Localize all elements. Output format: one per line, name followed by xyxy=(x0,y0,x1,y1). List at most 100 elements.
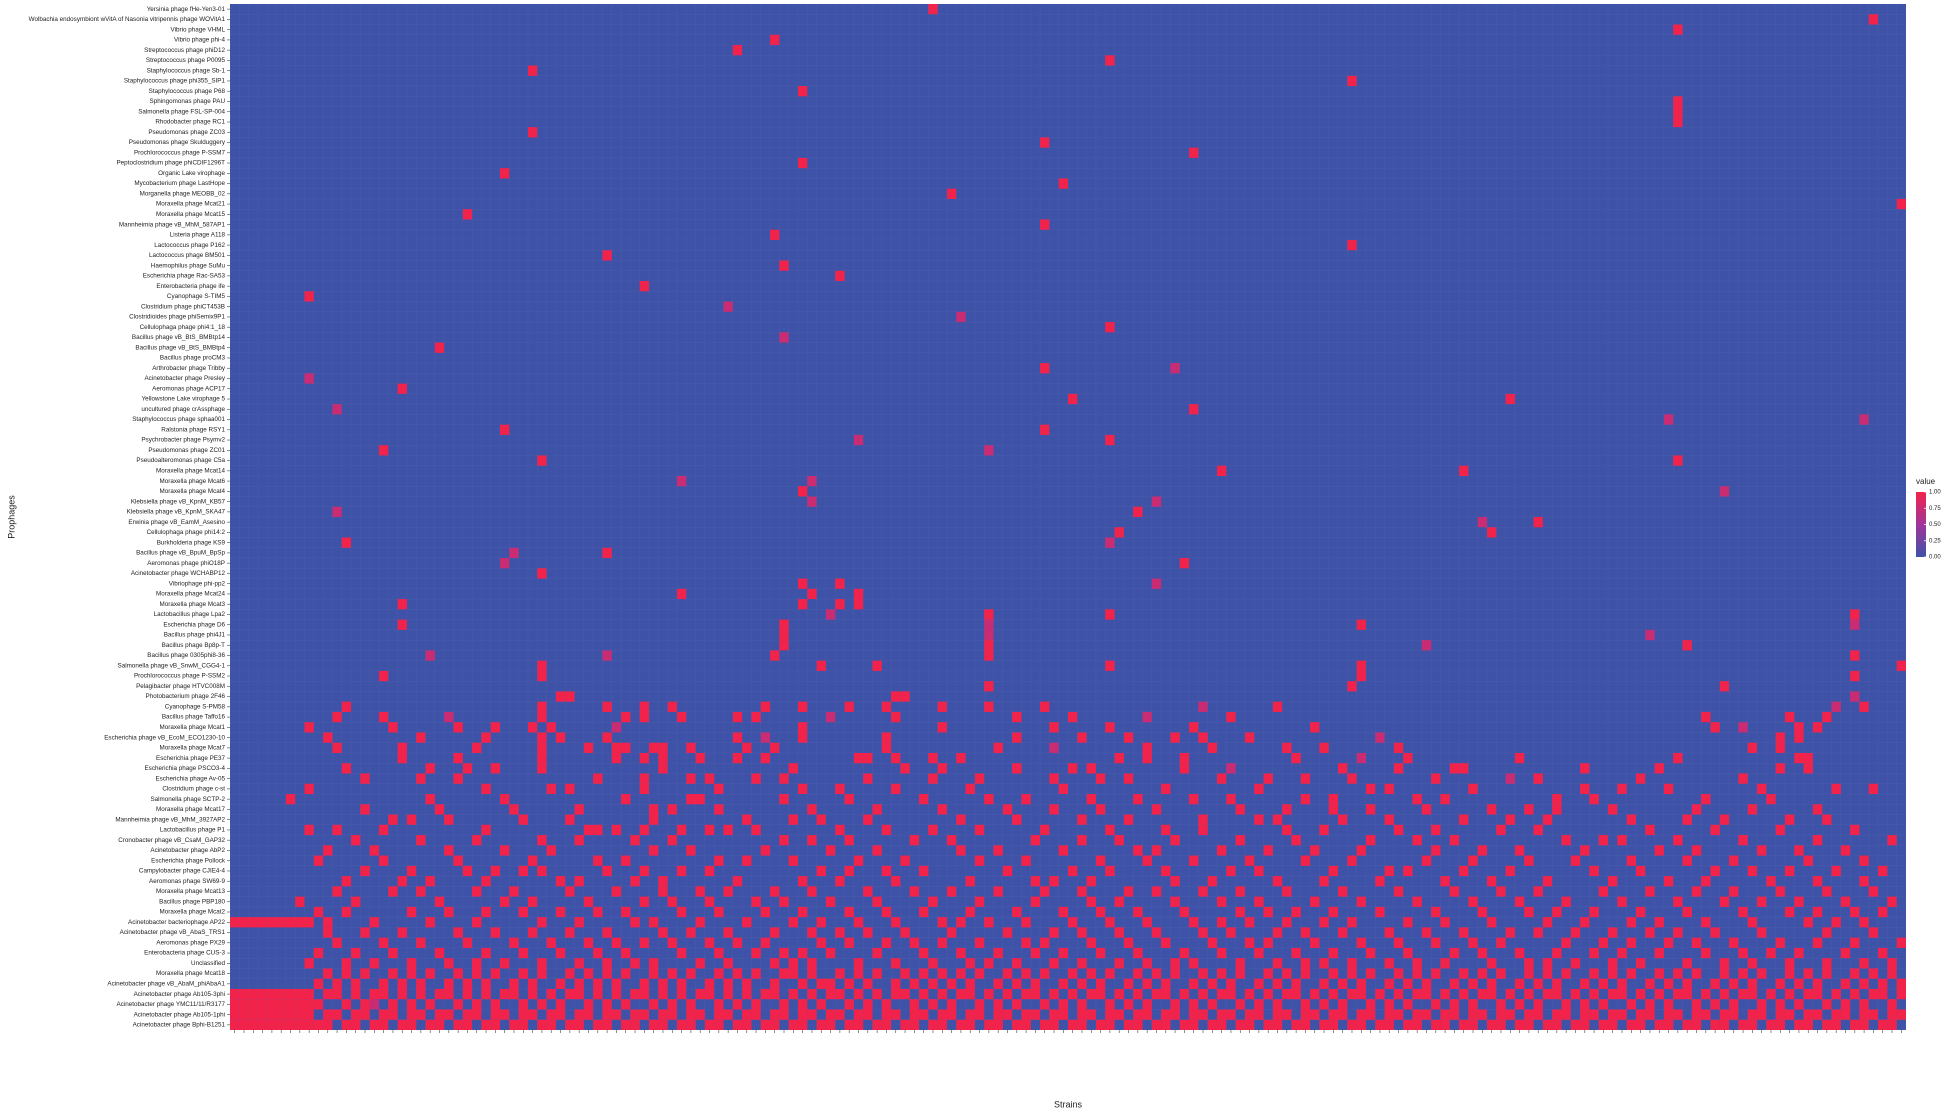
heatmap-cell xyxy=(1142,958,1152,969)
heatmap-cell xyxy=(1831,865,1841,877)
heatmap-cell xyxy=(919,794,929,805)
heatmap-cell xyxy=(993,947,1003,959)
heatmap-cell xyxy=(509,886,519,897)
heatmap-cell xyxy=(797,906,808,918)
heatmap-cell xyxy=(388,1009,398,1020)
heatmap-cell xyxy=(1319,742,1329,753)
y-tick-label: Lactobacillus phage Lpa2 xyxy=(154,611,226,618)
heatmap-cell xyxy=(295,988,305,1000)
heatmap-cell xyxy=(341,968,352,979)
heatmap-cell xyxy=(1421,978,1432,989)
heatmap-cell xyxy=(1077,1009,1087,1020)
heatmap-cell xyxy=(257,999,268,1010)
heatmap-cell xyxy=(1086,794,1096,805)
heatmap-cell xyxy=(1487,917,1497,928)
heatmap-cell xyxy=(891,711,901,723)
heatmap-cell xyxy=(518,1009,528,1020)
heatmap-cell xyxy=(1496,1009,1506,1020)
heatmap-cell xyxy=(1021,855,1031,866)
heatmap-cell xyxy=(900,855,910,866)
heatmap-cell xyxy=(257,988,268,1000)
heatmap-cell xyxy=(1114,988,1124,1000)
heatmap-cell xyxy=(583,968,594,979)
heatmap-cell xyxy=(1058,906,1068,918)
heatmap-cell xyxy=(937,917,947,928)
heatmap-cell xyxy=(537,711,547,723)
heatmap-cell xyxy=(1524,1019,1534,1030)
heatmap-cell xyxy=(676,988,687,1000)
heatmap-cell xyxy=(844,835,854,846)
heatmap-cell xyxy=(369,958,379,969)
heatmap-cell xyxy=(537,865,547,877)
heatmap-cell xyxy=(1514,999,1525,1010)
heatmap-cell xyxy=(937,1009,947,1020)
heatmap-cell xyxy=(881,701,892,712)
heatmap-cell xyxy=(1179,752,1190,764)
heatmap-cell xyxy=(1393,742,1404,753)
heatmap-cell xyxy=(1244,1019,1255,1030)
heatmap-cell xyxy=(760,845,771,856)
heatmap-cell xyxy=(1049,1009,1059,1020)
heatmap-cell xyxy=(1189,404,1199,415)
heatmap-cell xyxy=(807,835,817,846)
heatmap-cell xyxy=(1244,988,1255,1000)
heatmap-cell xyxy=(304,999,314,1010)
heatmap-cell xyxy=(1691,999,1702,1010)
heatmap-cell xyxy=(928,824,938,836)
heatmap-cell xyxy=(1235,958,1245,969)
heatmap-cell xyxy=(1328,804,1339,815)
heatmap-cell xyxy=(1738,988,1748,1000)
heatmap-cell xyxy=(1179,988,1190,1000)
heatmap-cell xyxy=(788,917,798,928)
heatmap-cell xyxy=(1431,968,1441,979)
heatmap-cell xyxy=(602,650,612,661)
heatmap-cell xyxy=(1738,1019,1748,1030)
heatmap-cell xyxy=(1784,968,1795,979)
heatmap-cell xyxy=(341,876,352,887)
heatmap-cell xyxy=(1561,835,1571,846)
heatmap-cell xyxy=(816,660,826,671)
heatmap-cell xyxy=(1254,1009,1264,1020)
heatmap-cell xyxy=(1487,1019,1497,1030)
heatmap-cell xyxy=(1291,947,1301,959)
heatmap-cell xyxy=(276,1019,286,1030)
heatmap-cell xyxy=(388,999,398,1010)
heatmap-cell xyxy=(1812,804,1823,815)
heatmap-cell xyxy=(1626,917,1636,928)
heatmap-cell xyxy=(388,947,398,959)
heatmap-cell xyxy=(1291,988,1301,1000)
heatmap-cell xyxy=(351,988,361,1000)
heatmap-cell xyxy=(1338,814,1348,825)
heatmap-cell xyxy=(546,722,556,733)
heatmap-cell xyxy=(1673,96,1683,107)
heatmap-cell xyxy=(248,917,258,928)
heatmap-cell xyxy=(1068,711,1078,723)
heatmap-cell xyxy=(1310,896,1320,907)
heatmap-cell xyxy=(1542,958,1553,969)
heatmap-cell xyxy=(621,855,631,866)
heatmap-cell xyxy=(1393,968,1404,979)
heatmap-cell xyxy=(946,1009,957,1020)
heatmap-cell xyxy=(1859,701,1869,712)
heatmap-cell xyxy=(555,906,566,918)
heatmap-cell xyxy=(1645,978,1655,989)
heatmap-cell xyxy=(788,855,798,866)
heatmap-cell xyxy=(351,947,361,959)
heatmap-cell xyxy=(937,988,947,1000)
heatmap-cell xyxy=(1030,876,1041,887)
heatmap-cell xyxy=(1645,999,1655,1010)
heatmap-cell xyxy=(704,978,715,989)
heatmap-cell xyxy=(919,906,929,918)
heatmap-cell xyxy=(323,1009,333,1020)
y-tick-label: Morganella phage MEOBB_02 xyxy=(140,190,226,197)
heatmap-cell xyxy=(1822,886,1832,897)
heatmap-cell xyxy=(602,958,612,969)
y-tick-label: Pseudomonas phage ZC03 xyxy=(148,129,225,136)
heatmap-cell xyxy=(593,824,603,836)
heatmap-cell xyxy=(1431,906,1441,918)
heatmap-cell xyxy=(1477,968,1487,979)
heatmap-cell xyxy=(574,978,584,989)
heatmap-cell xyxy=(537,742,547,753)
heatmap-cell xyxy=(1077,999,1087,1010)
heatmap-cell xyxy=(1505,1009,1515,1020)
